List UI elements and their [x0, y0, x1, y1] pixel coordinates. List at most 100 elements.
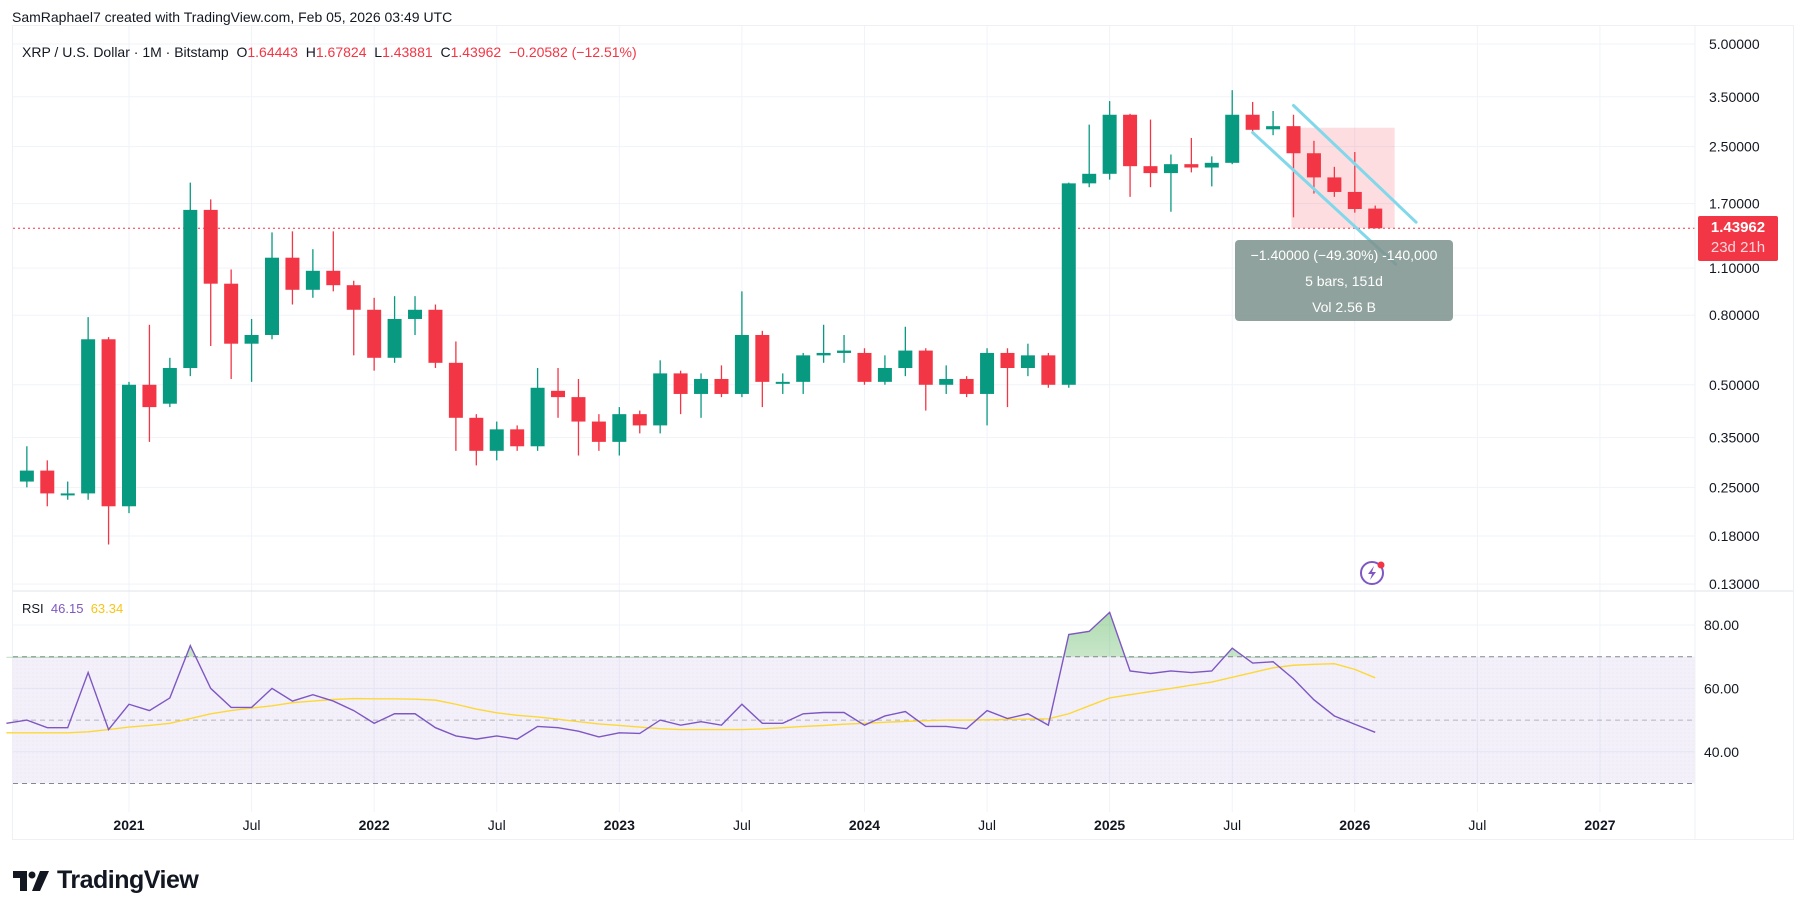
price-tick-label: 0.35000 — [1709, 430, 1760, 446]
time-tick-label: Jul — [488, 817, 506, 833]
candle — [1306, 140, 1321, 194]
price-tick-label: 1.10000 — [1709, 260, 1760, 276]
candle — [1000, 348, 1015, 408]
candle — [755, 330, 770, 408]
time-axis[interactable]: 2021 Jul 2022 Jul 2023 Jul 2024 Jul 2025 Jul 2026 J… — [113, 817, 1615, 833]
chart-credit: SamRaphael7 created with TradingView.com… — [12, 9, 453, 25]
candle — [734, 291, 749, 398]
candle — [591, 414, 606, 451]
candle — [224, 269, 239, 379]
candle — [530, 368, 545, 451]
rsi-tick-label: 40.00 — [1704, 744, 1739, 760]
symbol-legend[interactable]: XRP / U.S. Dollar · 1M · Bitstamp O1.644… — [22, 44, 637, 60]
candle — [959, 376, 974, 398]
candle-body — [918, 350, 933, 385]
time-tick-label: 2027 — [1584, 817, 1615, 833]
candle-body — [837, 350, 852, 353]
candle-body — [857, 352, 872, 382]
measure-price-change: −1.40000 (−49.30%) -140,000 — [1250, 247, 1438, 263]
candle-body — [1204, 162, 1219, 168]
open-value: 1.64443 — [247, 44, 298, 60]
price-tick-label: 0.18000 — [1709, 528, 1760, 544]
high-value: 1.67824 — [315, 44, 367, 60]
change-value: −0.20582 (−12.51%) — [508, 44, 637, 60]
candle — [387, 296, 402, 363]
candle-body — [959, 378, 974, 394]
candle — [796, 352, 811, 394]
low-value: 1.43881 — [382, 44, 433, 60]
candle — [1225, 90, 1240, 165]
candle — [857, 348, 872, 385]
chart-frame — [12, 25, 1794, 840]
logo-text: TradingView — [57, 866, 199, 894]
candle-body — [1123, 114, 1138, 167]
rsi-band — [13, 656, 1695, 784]
candle-body — [510, 429, 525, 447]
candle — [1061, 182, 1076, 388]
candle — [122, 381, 136, 514]
candle-body — [530, 387, 545, 447]
candle-body — [448, 362, 463, 418]
channel-upper-line[interactable] — [1292, 103, 1418, 224]
candle-body — [551, 390, 566, 398]
candle-body — [1163, 164, 1178, 174]
tradingview-logo-icon — [13, 870, 49, 891]
candle — [653, 360, 668, 434]
price-tick-label: 5.00000 — [1709, 36, 1760, 52]
candle-body — [469, 417, 484, 451]
candle-body — [305, 270, 320, 290]
candle-body — [122, 384, 136, 507]
candle — [1368, 205, 1383, 229]
candle-body — [428, 309, 443, 363]
candle — [1286, 114, 1301, 218]
price-tick-label: 0.50000 — [1709, 377, 1760, 393]
candle-body — [81, 339, 96, 494]
candle-body — [775, 381, 790, 384]
candle-body — [387, 318, 402, 358]
rsi-legend[interactable]: RSI 46.15 63.34 — [22, 601, 123, 616]
candle-body — [101, 339, 116, 507]
candle — [1327, 166, 1342, 197]
price-tick-label: 1.70000 — [1709, 196, 1760, 212]
candle-body — [571, 397, 586, 422]
candle-body — [653, 373, 668, 426]
rsi-axis: 80.00 60.00 40.00 — [1704, 617, 1739, 760]
candle-body — [265, 257, 280, 335]
candle — [1184, 137, 1199, 173]
candle — [980, 348, 995, 426]
ai-assistant-icon[interactable] — [1360, 561, 1385, 585]
candle-body — [224, 283, 239, 344]
candle — [1266, 110, 1281, 136]
candle-body — [367, 309, 382, 358]
rsi-tick-label: 80.00 — [1704, 617, 1739, 633]
candle — [1082, 124, 1097, 188]
price-tick-label: 2.50000 — [1709, 139, 1760, 155]
time-tick-label: Jul — [243, 817, 261, 833]
candle — [162, 357, 177, 408]
candle-body — [612, 414, 627, 442]
candle — [571, 378, 586, 456]
rsi-label: RSI — [22, 601, 44, 616]
candle-body — [1041, 355, 1056, 385]
symbol-title: XRP / U.S. Dollar · 1M · Bitstamp — [22, 44, 229, 60]
low-label: L — [374, 44, 383, 60]
candle-body — [1225, 114, 1240, 163]
candle — [326, 231, 341, 292]
candle — [428, 304, 443, 369]
candle-body — [1020, 355, 1035, 369]
candle — [489, 421, 504, 461]
candle-body — [755, 334, 770, 382]
candle — [551, 368, 566, 418]
candle — [367, 297, 382, 371]
time-tick-label: 2023 — [604, 817, 635, 833]
candle — [19, 446, 34, 488]
candle-body — [203, 209, 218, 284]
current-price: 1.43962 — [1710, 219, 1766, 236]
price-axis[interactable]: 5.00000 3.50000 2.50000 1.70000 1.10000 0.800… — [1709, 36, 1760, 592]
tradingview-logo[interactable]: TradingView — [13, 866, 199, 895]
candle — [101, 337, 116, 545]
time-tick-label: Jul — [1223, 817, 1241, 833]
candle — [939, 365, 954, 394]
candle — [714, 365, 729, 398]
